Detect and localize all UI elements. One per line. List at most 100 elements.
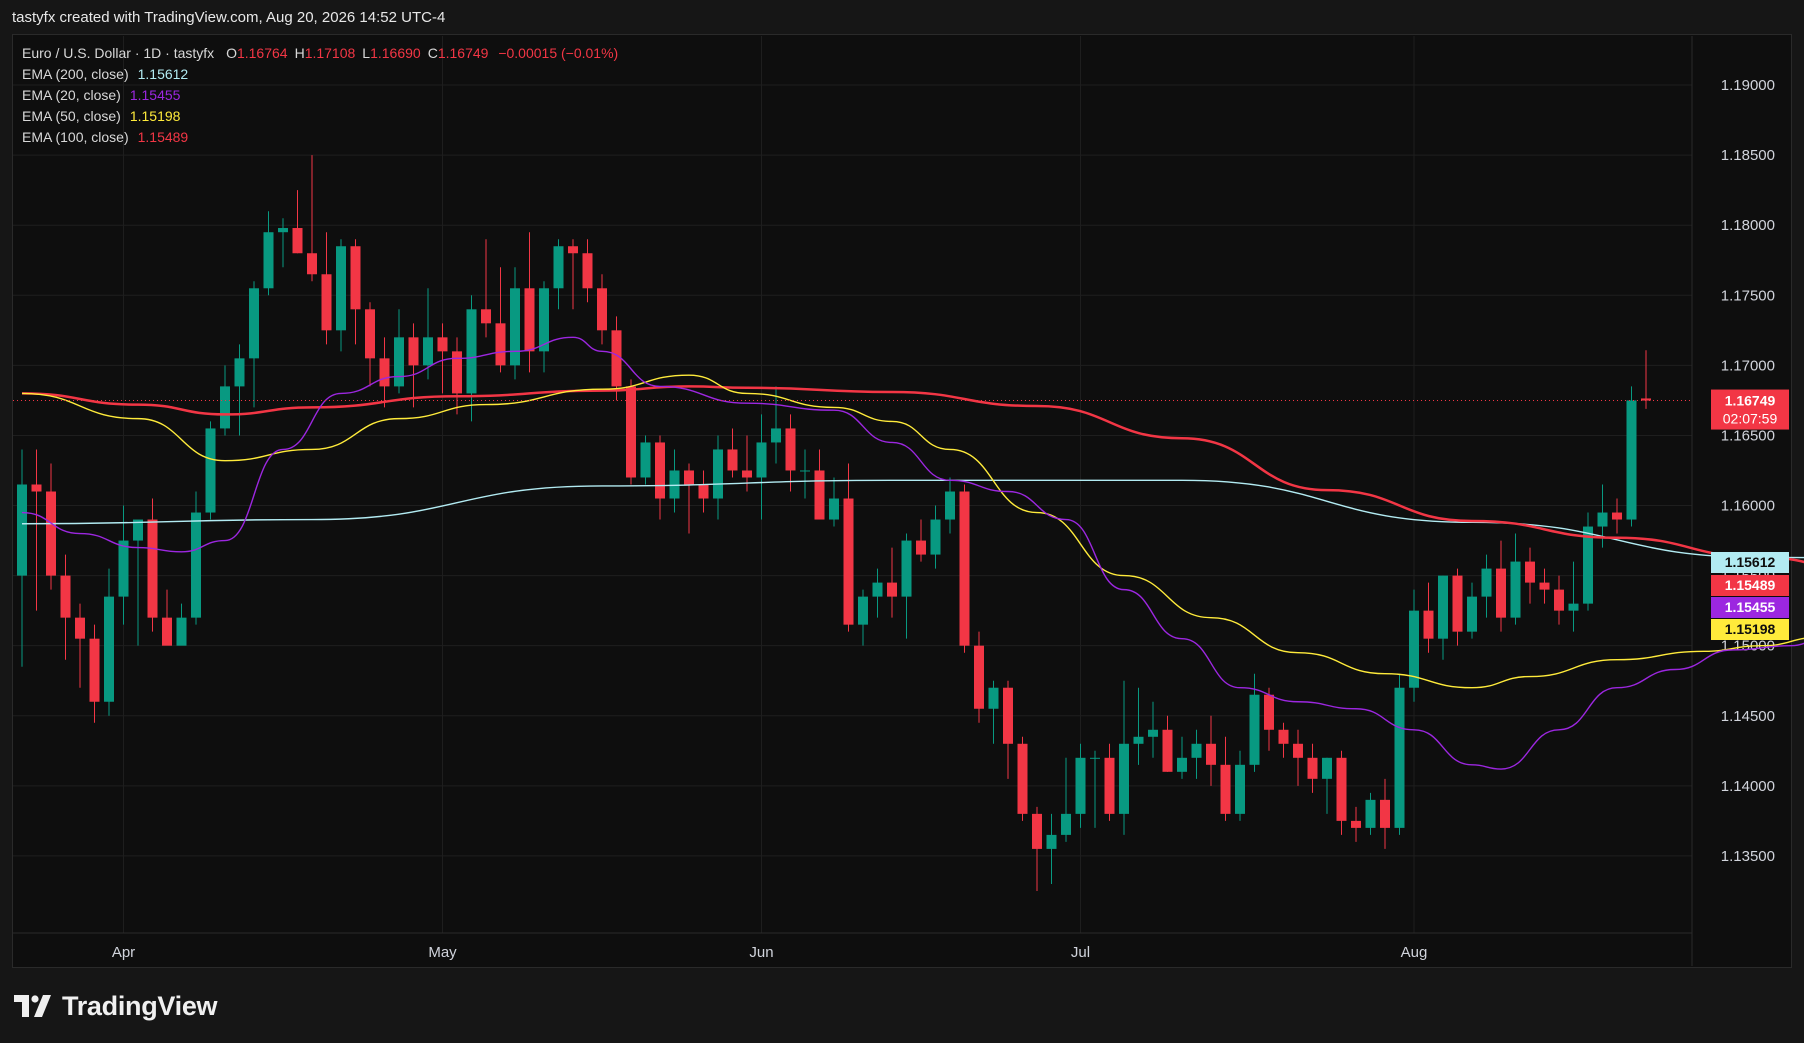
candle-body <box>727 449 738 471</box>
candle-body <box>974 645 984 709</box>
candle-body <box>1206 743 1216 765</box>
candle-body <box>249 288 259 359</box>
candle-body <box>1481 568 1492 597</box>
indicator-value: 1.15455 <box>129 87 181 103</box>
candle-body <box>220 386 230 429</box>
candle-body <box>669 470 680 499</box>
candle-body <box>1235 764 1245 814</box>
ohlc-key: C <box>427 45 438 61</box>
ohlc-key: H <box>294 45 305 61</box>
candle-body <box>1365 799 1376 828</box>
candle-body <box>742 470 752 478</box>
candle-body <box>756 442 767 478</box>
candle-body <box>582 253 593 289</box>
candle-body <box>1220 764 1231 814</box>
candle-body <box>365 309 375 359</box>
candle-body <box>887 582 897 597</box>
candle-body <box>1162 729 1173 772</box>
candle-body <box>930 519 941 555</box>
candle-body <box>292 228 303 254</box>
ohlc-o: O1.16764 <box>226 45 288 61</box>
candle-body <box>1061 813 1071 835</box>
candle-body <box>814 470 825 520</box>
candle-body <box>858 596 868 625</box>
indicator-label: EMA (100, close) <box>22 129 129 145</box>
candle-body <box>1612 512 1622 520</box>
ema-value-badge <box>1711 619 1789 640</box>
candle-body <box>843 498 854 625</box>
attribution-bar: tastyfx created with TradingView.com, Au… <box>0 0 1804 34</box>
candle-body <box>1017 743 1028 814</box>
candle-body <box>872 582 883 597</box>
ema-value-text: 1.15489 <box>1725 577 1776 593</box>
candle-body <box>423 337 433 366</box>
candle-body <box>510 288 520 366</box>
candle-body <box>205 428 216 513</box>
indicator-row[interactable]: EMA (100, close) 1.15489 <box>22 127 618 148</box>
candle-body <box>437 337 448 352</box>
symbol-label[interactable]: Euro / U.S. Dollar · 1D · tastyfx <box>22 45 215 61</box>
last-price-badge <box>1711 389 1789 430</box>
ohlc-value: 1.16764 <box>236 45 288 61</box>
candle-body <box>1075 757 1086 814</box>
indicator-label: EMA (50, close) <box>22 108 121 124</box>
ohlc-key: L <box>362 45 371 61</box>
candle-body <box>800 470 810 472</box>
indicator-row[interactable]: EMA (200, close) 1.15612 <box>22 64 618 85</box>
y-tick-label: 1.16500 <box>1721 427 1775 444</box>
candle-body <box>379 358 390 387</box>
y-tick-label: 1.14500 <box>1721 708 1775 725</box>
x-tick-label: Jun <box>749 944 773 961</box>
candle-body <box>321 274 332 331</box>
candle-body <box>1467 596 1477 632</box>
candle-body <box>1568 603 1579 611</box>
candle-body <box>1032 813 1042 849</box>
indicator-value: 1.15489 <box>137 129 189 145</box>
candle-body <box>1278 729 1289 744</box>
price-chart[interactable]: 1.135001.140001.145001.150001.155001.160… <box>0 0 1804 968</box>
y-tick-label: 1.19000 <box>1721 77 1775 94</box>
candle-body <box>350 246 361 310</box>
indicator-value: 1.15612 <box>137 66 189 82</box>
candle-body <box>17 484 27 576</box>
ohlc-h: H1.17108 <box>295 45 356 61</box>
candle-body <box>1583 526 1593 604</box>
candle-body <box>1322 757 1332 779</box>
x-tick-label: Jul <box>1071 944 1090 961</box>
ema-line <box>21 479 1804 559</box>
chart-pane[interactable] <box>12 34 1792 968</box>
candle-body <box>698 484 709 499</box>
ohlc-value: 1.16690 <box>370 45 421 61</box>
indicator-row[interactable]: EMA (20, close) 1.15455 <box>22 85 618 106</box>
candle-body <box>1249 694 1260 765</box>
candle-body <box>191 512 201 618</box>
candle-body <box>263 232 274 289</box>
ema-line <box>21 385 1804 564</box>
candle-body <box>1597 512 1608 527</box>
x-tick-label: Aug <box>1401 944 1428 961</box>
candle-body <box>1539 582 1550 590</box>
candle-body <box>147 519 158 618</box>
candle-body <box>829 498 839 520</box>
candle-body <box>394 337 404 387</box>
candle-body <box>1496 568 1506 618</box>
candle-body <box>1104 757 1115 814</box>
candle-body <box>916 540 926 555</box>
candle-body <box>1394 687 1405 828</box>
ema-value-badge <box>1711 552 1789 573</box>
candle-body <box>1351 820 1361 828</box>
candle-body <box>1046 834 1057 849</box>
ema-value-text: 1.15455 <box>1725 599 1776 615</box>
candle-body <box>1264 694 1274 730</box>
candle-body <box>1336 757 1347 821</box>
ohlc-key: O <box>226 45 237 61</box>
ema-value-badge <box>1711 575 1789 596</box>
countdown-text: 02:07:59 <box>1723 411 1778 427</box>
candle-body <box>495 323 506 366</box>
y-tick-label: 1.18000 <box>1721 217 1775 234</box>
indicator-row[interactable]: EMA (50, close) 1.15198 <box>22 106 618 127</box>
x-tick-label: May <box>428 944 457 961</box>
candle-body <box>408 337 419 366</box>
ohlc-values: O1.16764 H1.17108 L1.16690 C1.16749 <box>218 45 488 61</box>
change-value: −0.00015 (−0.01%) <box>498 45 619 61</box>
